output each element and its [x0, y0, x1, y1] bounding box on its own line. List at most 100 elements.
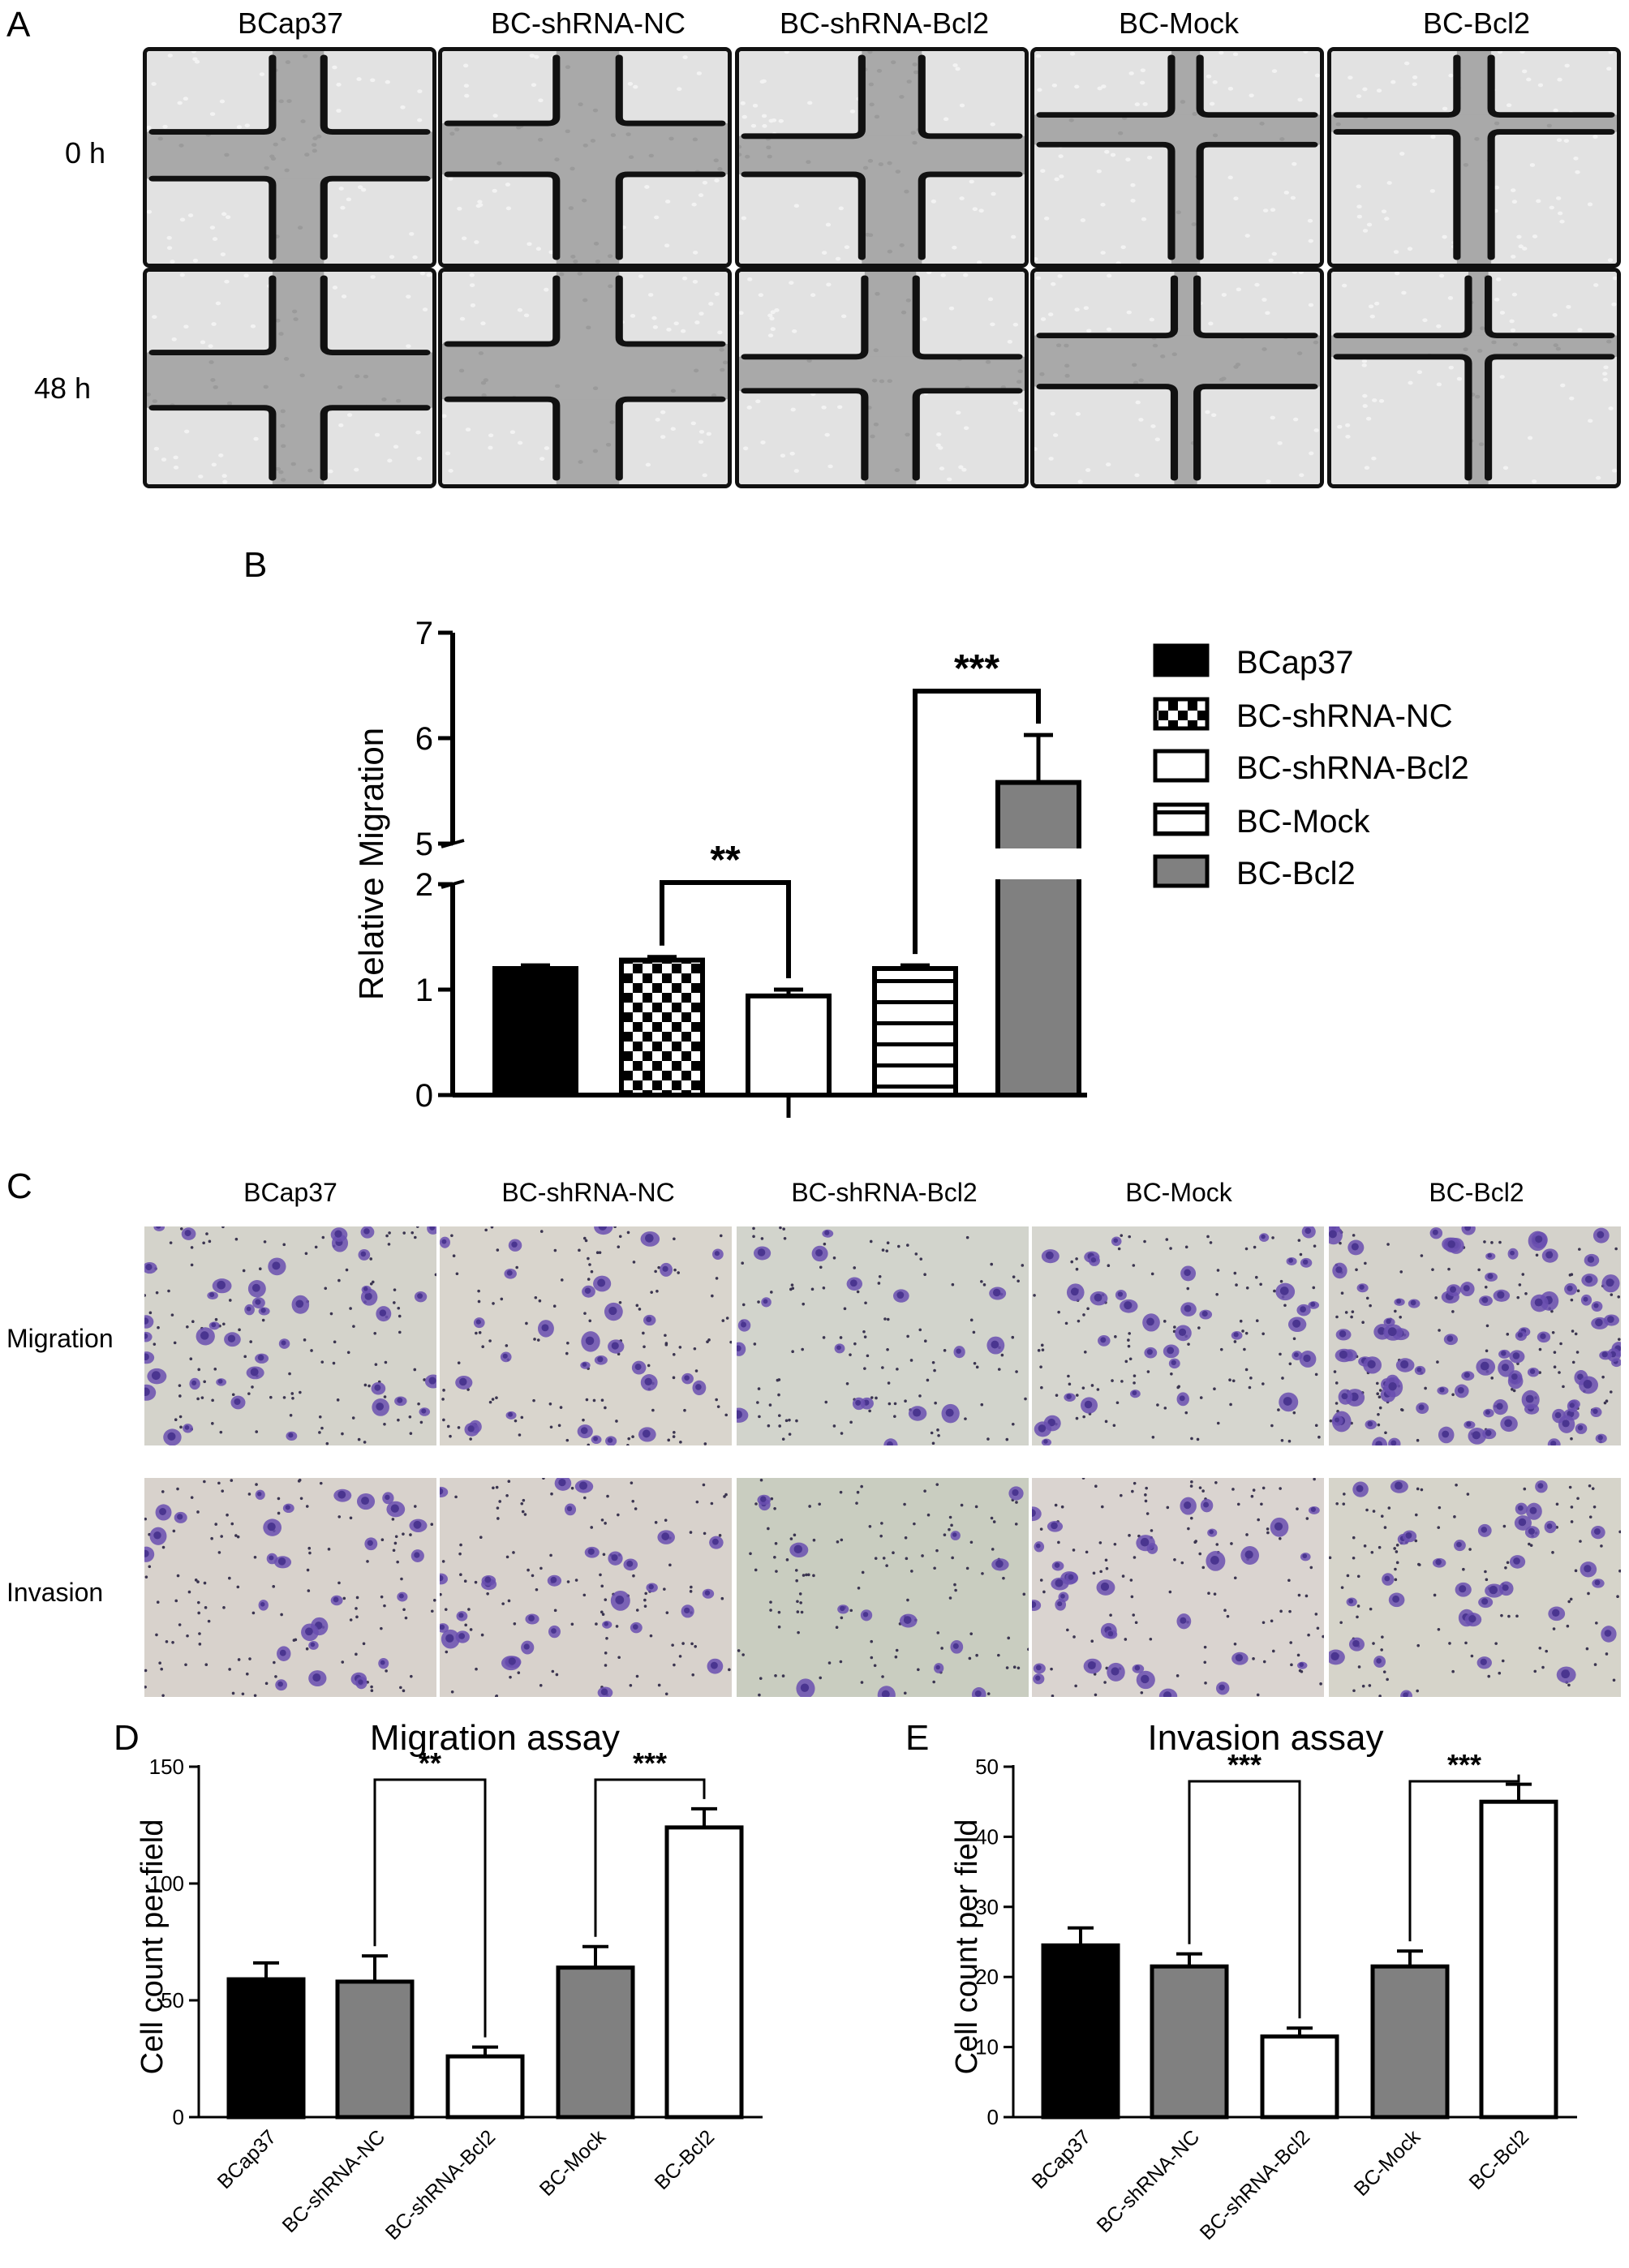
transwell-image-bc-bcl2-migration	[1329, 1226, 1621, 1445]
panel-e-bar-bc-mock	[1370, 1964, 1450, 2120]
panel-e-x-tick-label-bcap37: BCap37	[1028, 2125, 1096, 2193]
scratch-image-bc-mock-48h	[1030, 268, 1324, 488]
panel-a-letter: A	[6, 5, 31, 45]
panel-e-y-tick-label-50: 50	[975, 1755, 999, 1779]
y-tick-label-1: 1	[415, 973, 433, 1008]
significance-bracket-nc-vs-bcl2-knockdown	[660, 880, 791, 978]
bar-bc-shrna-bcl2	[746, 993, 832, 1098]
panel-d-x-tick-label-bc-shrna-nc: BC-shRNA-NC	[278, 2125, 390, 2237]
legend-label-bc-shrna-bcl2: BC-shRNA-Bcl2	[1236, 750, 1469, 786]
panel-c-column-label-bcap37: BCap37	[243, 1178, 337, 1207]
panel-e-y-tick-label-40: 40	[975, 1824, 999, 1849]
axis-break-gap	[995, 848, 1082, 879]
y-tick-label-5: 5	[415, 827, 433, 862]
panel-d-y-tick-label-100: 100	[149, 1871, 184, 1896]
legend-label-bc-mock: BC-Mock	[1236, 804, 1370, 840]
panel-e-significance-bracket-nc-vs-bcl2-knockdown	[1188, 1780, 1301, 2019]
panel-d-significance-bracket-nc-vs-bcl2-knockdown	[373, 1778, 487, 2038]
transwell-image-bc-shrna-bcl2-invasion	[737, 1478, 1029, 1697]
transwell-image-bc-shrna-bcl2-migration	[737, 1226, 1029, 1445]
legend-label-bc-shrna-nc: BC-shRNA-NC	[1236, 698, 1453, 734]
transwell-image-bc-shrna-nc-invasion	[440, 1478, 732, 1697]
panel-e-significance-label-mock-vs-bcl2: ***	[1447, 1748, 1481, 1781]
bar-bc-shrna-nc	[619, 957, 705, 1097]
legend-label-bc-bcl2: BC-Bcl2	[1236, 856, 1356, 891]
scratch-image-bc-shrna-bcl2-48h	[735, 268, 1029, 488]
transwell-image-bcap37-invasion	[144, 1478, 436, 1697]
scratch-image-bc-mock-0h	[1030, 47, 1324, 268]
transwell-image-bc-shrna-nc-migration	[440, 1226, 732, 1445]
panel-d-bar-bc-bcl2	[664, 1825, 744, 2120]
panel-a-column-label-bc-bcl2: BC-Bcl2	[1422, 6, 1531, 40]
bar-bc-mock	[872, 966, 958, 1097]
panel-c-column-label-bc-shrna-bcl2: BC-shRNA-Bcl2	[791, 1178, 978, 1207]
panel-e-bar-bcap37	[1041, 1943, 1120, 2120]
panel-d-y-tick-label-150: 150	[149, 1755, 184, 1779]
panel-a-column-label-bcap37: BCap37	[237, 6, 344, 40]
panel-d-bar-bc-shrna-bcl2	[445, 2054, 525, 2120]
bar-bc-bcl2	[995, 780, 1081, 1097]
panel-a-column-label-bc-shrna-bcl2: BC-shRNA-Bcl2	[779, 6, 990, 40]
legend: BCap37 BC-shRNA-NC BC-shRNA-Bcl2 BC-Mock BC-…	[1153, 643, 1469, 891]
panel-e-x-tick-label-bc-mock: BC-Mock	[1350, 2125, 1425, 2201]
panel-e-y-tick-label-20: 20	[975, 1965, 999, 1989]
y-tick-label-6: 6	[415, 721, 433, 757]
y-axis-label: Relative Migration	[352, 728, 390, 1000]
panel-d-significance-label-mock-vs-bcl2: ***	[633, 1746, 667, 1780]
panel-e-letter: E	[905, 1718, 930, 1758]
panel-c-letter: C	[6, 1166, 32, 1206]
scratch-image-bc-shrna-bcl2-0h	[735, 47, 1029, 268]
panel-e-y-tick-label-10: 10	[975, 2035, 999, 2060]
y-tick-label-0: 0	[415, 1078, 433, 1114]
bar-bcap37	[492, 966, 578, 1097]
legend-swatch-bc-shrna-bcl2	[1153, 749, 1210, 783]
panel-d-x-tick-label-bc-shrna-bcl2: BC-shRNA-Bcl2	[381, 2125, 501, 2244]
panel-d-y-axis-label: Cell count per field	[135, 1819, 170, 2075]
scratch-image-bcap37-0h	[143, 47, 436, 268]
legend-swatch-bc-bcl2	[1153, 854, 1210, 888]
panel-e-significance-label-nc-vs-bcl2-knockdown: ***	[1227, 1748, 1262, 1781]
panel-d-x-tick-label-bc-bcl2: BC-Bcl2	[651, 2125, 720, 2194]
panel-c-row-label-invasion: Invasion	[6, 1578, 104, 1607]
panel-d-significance-label-nc-vs-bcl2-knockdown: **	[419, 1746, 441, 1780]
scratch-image-bc-bcl2-0h	[1327, 47, 1621, 268]
scratch-image-bcap37-48h	[143, 268, 436, 488]
panel-d-y-tick-label-0: 0	[173, 2105, 184, 2129]
panel-d-bar-bcap37	[226, 1977, 306, 2120]
panel-a-column-label-bc-shrna-nc: BC-shRNA-NC	[490, 6, 686, 40]
panel-e-title: Invasion assay	[1147, 1718, 1384, 1758]
legend-swatch-bcap37	[1153, 643, 1210, 677]
significance-label-mock-vs-bcl2: ***	[954, 647, 999, 690]
panel-a-row-label-48h: 48 h	[34, 372, 92, 405]
transwell-image-bc-bcl2-invasion	[1329, 1478, 1621, 1697]
scratch-image-bc-shrna-nc-48h	[438, 268, 732, 488]
panel-e-y-tick-label-30: 30	[975, 1895, 999, 1919]
panel-e-y-tick-label-0: 0	[987, 2105, 999, 2129]
panel-c-column-label-bc-bcl2: BC-Bcl2	[1429, 1178, 1524, 1207]
scratch-image-bc-bcl2-48h	[1327, 268, 1621, 488]
legend-label-bcap37: BCap37	[1236, 645, 1354, 681]
panel-d-letter: D	[114, 1718, 140, 1758]
panel-c-column-label-bc-shrna-nc: BC-shRNA-NC	[501, 1178, 675, 1207]
y-tick-label-2: 2	[415, 867, 433, 903]
panel-e-bar-bc-bcl2	[1479, 1799, 1558, 2120]
panel-e-significance-bracket-mock-vs-bcl2	[1408, 1774, 1520, 1942]
scratch-image-bc-shrna-nc-0h	[438, 47, 732, 268]
panel-e-x-tick-label-bc-shrna-bcl2: BC-shRNA-Bcl2	[1196, 2125, 1315, 2244]
panel-a-row-label-0h: 0 h	[65, 136, 106, 170]
panel-e-y-axis-label: Cell count per field	[950, 1819, 984, 2075]
panel-e-x-tick-label-bc-shrna-nc: BC-shRNA-NC	[1093, 2125, 1205, 2237]
y-tick-label-7: 7	[415, 616, 433, 651]
panel-d-significance-bracket-mock-vs-bcl2	[594, 1778, 706, 1937]
panel-c-row-label-migration: Migration	[6, 1324, 114, 1353]
panel-b-letter: B	[243, 545, 268, 585]
panel-d-x-tick-label-bc-mock: BC-Mock	[535, 2125, 611, 2201]
panel-e-bar-bc-shrna-nc	[1150, 1964, 1229, 2120]
legend-swatch-bc-mock	[1153, 802, 1210, 836]
panel-d-title: Migration assay	[369, 1718, 621, 1758]
panel-d-bar-bc-shrna-nc	[335, 1979, 415, 2120]
legend-swatch-bc-shrna-nc	[1153, 697, 1210, 731]
